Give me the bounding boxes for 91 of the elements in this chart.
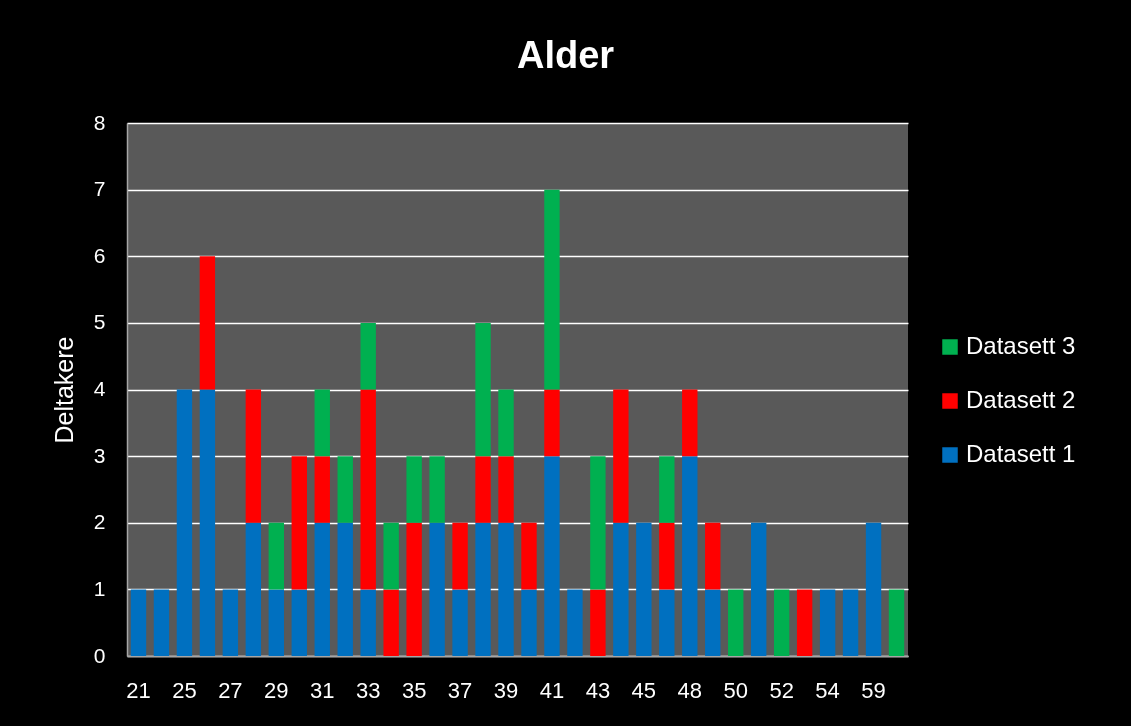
- x-tick-label: 41: [539, 677, 565, 703]
- bar: [590, 456, 606, 590]
- bar: [590, 589, 606, 656]
- bar: [888, 589, 905, 656]
- bar: [406, 456, 422, 523]
- bar: [613, 389, 629, 523]
- bar: [498, 456, 514, 523]
- bar: [728, 589, 744, 656]
- bar: [567, 589, 583, 656]
- bar: [659, 456, 675, 523]
- y-tick-label: 2: [93, 510, 106, 534]
- chart-title: Alder: [516, 34, 615, 76]
- y-tick-label: 0: [93, 643, 106, 667]
- bar: [383, 522, 399, 590]
- bar: [130, 589, 147, 656]
- y-tick-label: 6: [93, 243, 106, 267]
- bar: [337, 522, 353, 656]
- x-tick-label: 33: [355, 677, 381, 703]
- bar: [475, 456, 491, 523]
- x-tick-label: 35: [401, 677, 427, 703]
- bar: [613, 522, 629, 656]
- bar: [406, 522, 422, 656]
- bar: [773, 589, 790, 656]
- bar: [314, 389, 330, 457]
- x-tick-label: 37: [447, 677, 473, 703]
- bar: [751, 522, 767, 656]
- bar: [498, 389, 514, 457]
- bar: [291, 456, 307, 590]
- bar: [314, 456, 330, 523]
- bar: [199, 256, 216, 390]
- bar: [360, 322, 376, 390]
- bar: [337, 456, 353, 523]
- bar: [360, 589, 376, 656]
- bar: [682, 456, 698, 656]
- x-tick-label: 25: [172, 677, 197, 703]
- bar: [521, 589, 537, 656]
- bar: [268, 522, 284, 590]
- y-tick-label: 8: [93, 110, 106, 134]
- bar: [705, 589, 721, 656]
- bar: [452, 522, 468, 590]
- bar: [291, 589, 307, 656]
- x-tick-label: 59: [861, 677, 886, 703]
- x-tick-label: 43: [585, 677, 611, 703]
- bar: [705, 522, 721, 590]
- x-tick-label: 31: [310, 677, 335, 703]
- x-tick-label: 52: [769, 677, 794, 703]
- y-tick-label: 4: [93, 377, 106, 400]
- y-tick-label: 1: [93, 576, 106, 600]
- y-tick-label: 3: [93, 443, 106, 467]
- x-tick-label: 45: [631, 677, 657, 703]
- x-tick-label: 29: [264, 677, 289, 703]
- bar: [268, 589, 284, 656]
- bar: [521, 522, 537, 590]
- y-tick-label: 7: [93, 177, 106, 201]
- bar: [544, 389, 560, 457]
- bar: [360, 389, 376, 590]
- bar: [429, 456, 445, 523]
- bar: [819, 589, 836, 656]
- bar: [636, 522, 652, 656]
- bar: [199, 389, 216, 656]
- x-tick-label: 27: [218, 677, 243, 703]
- bar: [475, 522, 491, 656]
- bar: [153, 589, 170, 656]
- bar: [314, 522, 330, 656]
- legend-label: Datasett 2: [966, 386, 1076, 413]
- bar: [429, 522, 445, 656]
- bar: [383, 589, 399, 656]
- x-tick-label: 39: [493, 677, 519, 703]
- bar: [796, 589, 813, 656]
- x-tick-label: 48: [677, 677, 703, 703]
- bar: [498, 522, 514, 656]
- bar: [544, 456, 560, 656]
- legend-label: Datasett 1: [966, 440, 1076, 467]
- bar: [659, 522, 675, 590]
- bar: [682, 389, 698, 457]
- bar: [245, 389, 262, 523]
- bar: [659, 589, 675, 656]
- bar: [176, 389, 193, 656]
- bar: [222, 589, 239, 656]
- x-tick-label: 54: [815, 677, 840, 703]
- bar: [865, 522, 882, 656]
- y-axis-title: Deltakere: [49, 336, 78, 444]
- bar: [544, 189, 560, 390]
- x-tick-label: 21: [126, 677, 151, 703]
- bar: [452, 589, 468, 656]
- bar: [842, 589, 859, 656]
- legend-label: Datasett 3: [966, 332, 1076, 359]
- bar: [475, 322, 491, 457]
- x-tick-label: 50: [723, 677, 748, 703]
- y-tick-label: 5: [93, 310, 106, 334]
- bar: [245, 522, 262, 656]
